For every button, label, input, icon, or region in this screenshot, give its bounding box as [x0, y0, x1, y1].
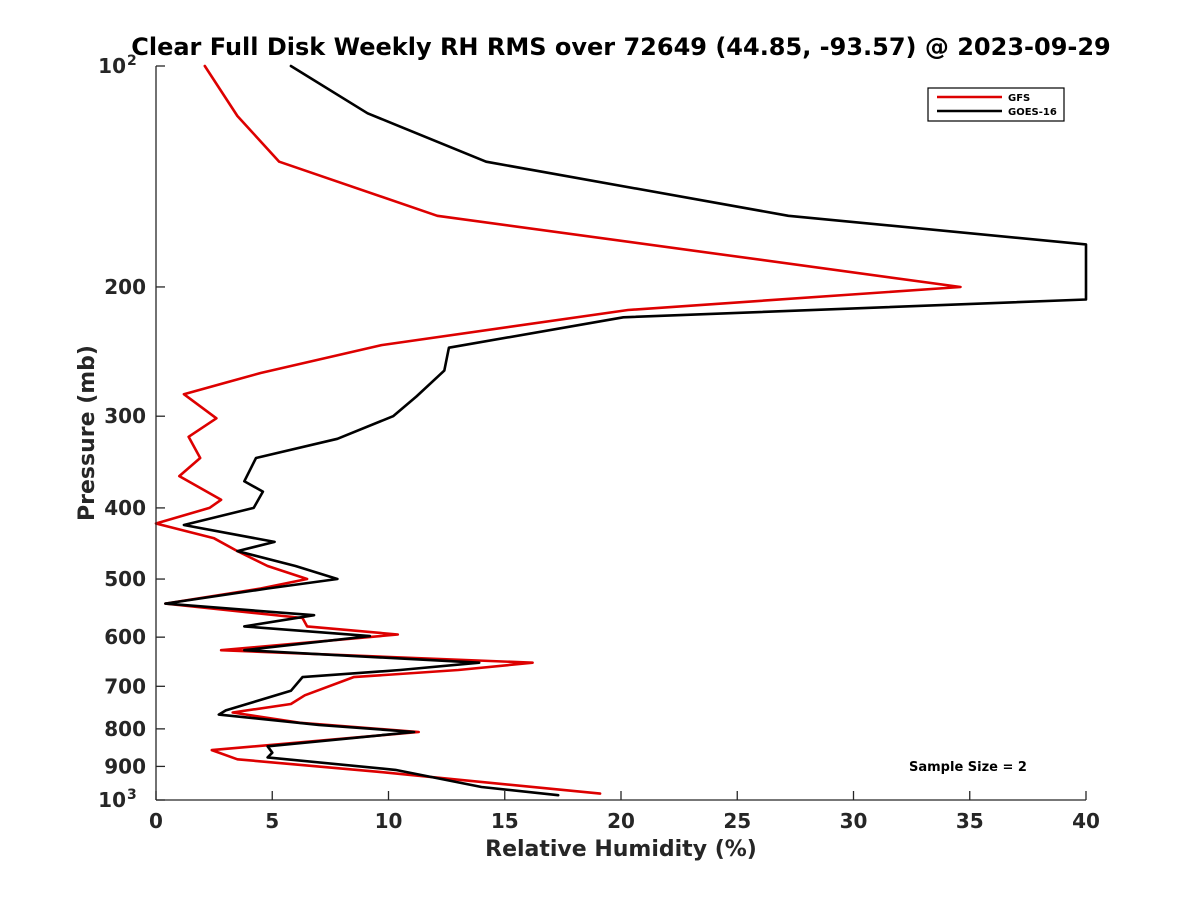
legend-label: GFS [1008, 93, 1030, 104]
y-tick-label: 200 [104, 275, 146, 299]
y-tick-label: 400 [104, 496, 146, 520]
y-tick-label: 500 [104, 567, 146, 591]
sample-size-annotation: Sample Size = 2 [909, 760, 1027, 775]
x-tick-label: 35 [956, 809, 984, 833]
chart-title: Clear Full Disk Weekly RH RMS over 72649… [131, 33, 1111, 61]
y-tick-label: 900 [104, 754, 146, 778]
series-line-gfs [154, 64, 962, 795]
legend: GFS GOES-16 [927, 87, 1065, 122]
y-tick-label: 10 [98, 54, 126, 78]
x-tick-label: 5 [265, 809, 279, 833]
x-axis-label: Relative Humidity (%) [485, 837, 757, 862]
y-axis-label: Pressure (mb) [75, 345, 100, 521]
legend-label: GOES-16 [1008, 107, 1057, 118]
legend-box [927, 87, 1065, 122]
x-tick-label: 30 [840, 809, 868, 833]
y-tick-exponent: 2 [127, 53, 137, 69]
y-tick-label: 300 [104, 404, 146, 428]
series-layer [154, 64, 1088, 797]
series-line-goes-16 [164, 64, 1088, 797]
x-tick-label: 10 [375, 809, 403, 833]
x-tick-label: 15 [491, 809, 519, 833]
x-tick-label: 0 [149, 809, 163, 833]
y-tick-label: 10 [98, 788, 126, 812]
y-tick-label: 700 [104, 674, 146, 698]
y-tick-label: 800 [104, 717, 146, 741]
y-tick-label: 600 [104, 625, 146, 649]
y-tick-exponent: 3 [127, 787, 137, 803]
x-tick-label: 25 [723, 809, 751, 833]
x-tick-label: 20 [607, 809, 635, 833]
x-tick-label: 40 [1072, 809, 1100, 833]
